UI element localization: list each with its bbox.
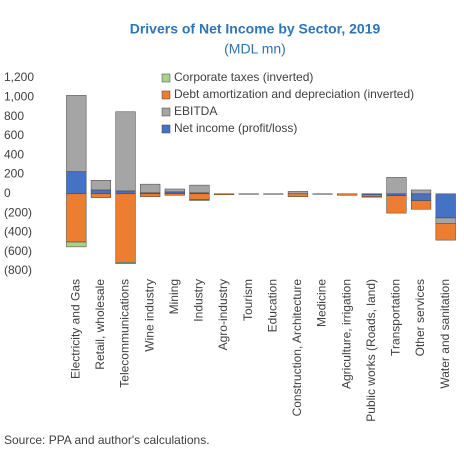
source-note: Source: PPA and author's calculations. <box>4 433 210 447</box>
y-tick-label: 0 <box>4 186 11 200</box>
bar-segment <box>386 195 407 214</box>
chart-subtitle: (MDL mn) <box>224 41 286 57</box>
bar-segment <box>189 184 210 194</box>
legend-label: EBITDA <box>174 104 217 118</box>
legend-label: Net income (profit/loss) <box>174 121 297 135</box>
bar-segment <box>189 199 210 201</box>
bar-segment <box>164 191 185 195</box>
bar-segment <box>115 262 136 265</box>
y-tick-label: 1,000 <box>4 89 34 103</box>
x-tick-label: Construction, Architecture <box>290 279 304 417</box>
bar-segment <box>90 189 112 195</box>
x-tick-label: Telecommunications <box>118 279 132 388</box>
y-tick-label: 1,200 <box>4 70 34 84</box>
bar-segment <box>410 189 432 195</box>
y-tick-label: (400) <box>4 225 32 239</box>
x-tick-label: Electricity and Gas <box>68 279 82 379</box>
y-tick-label: (200) <box>4 205 32 219</box>
legend-swatch <box>161 73 171 83</box>
bar-segment <box>140 193 161 197</box>
bar-segment <box>66 95 87 172</box>
bar-segment <box>287 191 309 195</box>
x-tick-label: Public works (Roads, land) <box>364 279 378 422</box>
chart-title: Drivers of Net Income by Sector, 2019 <box>130 21 381 37</box>
y-tick-label: 600 <box>4 128 24 142</box>
x-tick-label: Industry <box>192 279 206 322</box>
x-tick-label: Other services <box>413 279 427 356</box>
y-tick-label: (600) <box>4 244 32 258</box>
bar-segment <box>140 183 161 194</box>
bar-segment <box>164 193 185 196</box>
bar-segment <box>361 194 382 197</box>
legend-label: Corporate taxes (inverted) <box>174 70 313 84</box>
x-tick-label: Wine industry <box>142 279 156 352</box>
x-tick-label: Water and sanitation <box>438 279 452 389</box>
x-tick-label: Mining <box>167 279 181 314</box>
x-tick-label: Retail, wholesale <box>93 279 107 370</box>
x-tick-label: Agriculture, irrigation <box>339 279 353 389</box>
bar-segment <box>189 193 210 200</box>
x-tick-label: Agro-industry <box>216 279 230 350</box>
bar-segment <box>213 193 235 196</box>
y-tick-label: 400 <box>4 147 24 161</box>
x-tick-label: Transportation <box>389 279 403 356</box>
bar-segment <box>164 188 185 193</box>
bar-segment <box>115 190 136 195</box>
legend-swatch <box>161 124 171 134</box>
legend-swatch <box>161 107 171 117</box>
bar-segment <box>435 223 456 241</box>
bar-segment <box>66 171 87 195</box>
bar-segment <box>66 193 87 243</box>
bar-segment <box>435 193 456 219</box>
bar-segment <box>435 217 456 224</box>
x-tick-label: Tourism <box>241 279 255 321</box>
bar-segment <box>115 111 136 192</box>
x-tick-label: Education <box>265 279 279 332</box>
bar-segment <box>287 193 309 197</box>
bar-segment <box>410 193 432 201</box>
y-tick-label: 200 <box>4 167 24 181</box>
bar-segment <box>337 193 358 196</box>
legend-label: Debt amortization and depreciation (inve… <box>174 87 414 101</box>
y-tick-label: (800) <box>4 263 32 277</box>
bar-segment <box>90 193 112 198</box>
bar-segment <box>386 177 407 195</box>
bar-segment <box>115 193 136 263</box>
bar-segment <box>410 200 432 210</box>
bar-segment <box>90 180 112 191</box>
x-tick-label: Medicine <box>315 279 329 327</box>
legend-swatch <box>161 90 171 100</box>
y-tick-label: 800 <box>4 109 24 123</box>
bar-segment <box>66 241 87 248</box>
bar-segment <box>386 193 407 196</box>
